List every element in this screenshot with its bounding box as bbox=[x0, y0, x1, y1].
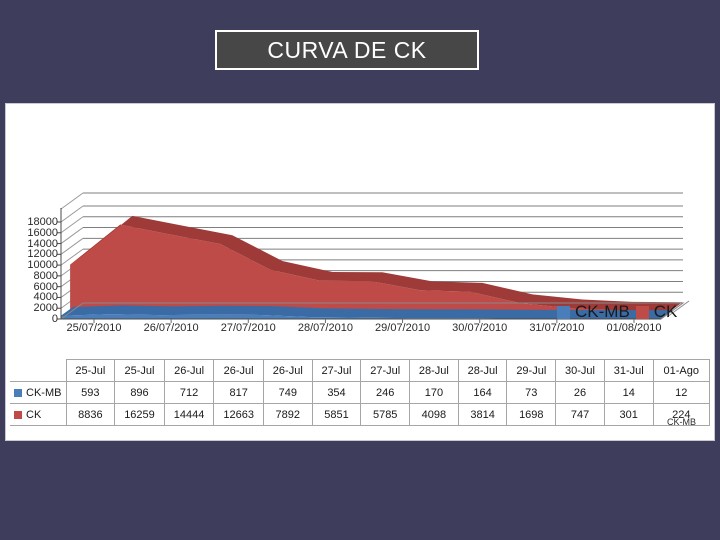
table-cell-ckmb: 749 bbox=[262, 381, 313, 404]
page-title: CURVA DE CK bbox=[267, 36, 427, 63]
table-cell-ckmb: 246 bbox=[360, 381, 411, 404]
table-cell-ck: 5785 bbox=[360, 403, 411, 426]
x-axis-tick-label: 28/07/2010 bbox=[297, 322, 353, 334]
chart-panel: 0 2000 4000 6000 8000 10000 12000 14000 16000 180… bbox=[5, 103, 715, 441]
legend-item-ck[interactable]: CK bbox=[635, 302, 678, 322]
y-axis-tick-label: 16000 bbox=[27, 226, 58, 239]
slide-title-box: CURVA DE CK bbox=[215, 30, 479, 70]
y-axis-tick-label: 0 bbox=[51, 313, 58, 325]
table-cell-ck: 14444 bbox=[163, 403, 215, 426]
y-axis-tick-label: 8000 bbox=[33, 269, 58, 282]
x-axis-tick-label: 30/07/2010 bbox=[452, 322, 508, 334]
x-axis-tick-label: 25/07/2010 bbox=[66, 322, 122, 334]
table-col-header: 01-Ago bbox=[652, 359, 711, 382]
table-col-header: 26-Jul bbox=[213, 359, 264, 382]
chart-plot-svg bbox=[57, 192, 690, 323]
table-swatch-ck bbox=[14, 410, 22, 419]
chart-data-table: 25-Jul 25-Jul 26-Jul 26-Jul 26-Jul 27-Jul 27-J… bbox=[10, 359, 711, 426]
table-cell-ck: 16259 bbox=[114, 403, 165, 426]
table-corner-cell bbox=[10, 360, 66, 382]
y-axis: 0 2000 4000 6000 8000 10000 12000 14000 16000 180… bbox=[6, 104, 58, 352]
table-col-header: 28-Jul bbox=[457, 359, 508, 382]
table-cell-ckmb: 12 bbox=[652, 381, 711, 404]
y-axis-tick-label: 18000 bbox=[27, 216, 58, 228]
table-cell-ck: 747 bbox=[555, 403, 605, 426]
x-axis: 25/07/2010 26/07/2010 27/07/2010 28/07/2010… bbox=[6, 322, 716, 346]
legend-label-ck: CK bbox=[653, 302, 678, 321]
x-axis-tick-label: 29/07/2010 bbox=[375, 322, 431, 334]
y-axis-tick-label: 2000 bbox=[33, 302, 58, 315]
table-rowlabel-ckmb: CK-MB bbox=[10, 381, 67, 404]
table-cell-ckmb: 14 bbox=[603, 381, 654, 404]
table-rowlabel-ck-text: CK bbox=[26, 408, 42, 421]
table-cell-ckmb: 354 bbox=[311, 381, 362, 404]
table-cell-ckmb: 712 bbox=[163, 381, 215, 404]
legend-swatch-ck bbox=[635, 305, 649, 319]
table-cell-ckmb: 164 bbox=[457, 381, 508, 404]
table-swatch-ckmb bbox=[14, 388, 22, 397]
table-col-header: 28-Jul bbox=[409, 359, 459, 382]
table-col-header: 27-Jul bbox=[311, 359, 362, 382]
table-col-header: 26-Jul bbox=[262, 359, 313, 382]
table-col-header: 29-Jul bbox=[506, 359, 557, 382]
table-cell-ck: 5851 bbox=[311, 403, 362, 426]
table-col-header: 25-Jul bbox=[65, 359, 116, 382]
table-cell-ckmb: 73 bbox=[506, 381, 557, 404]
table-cell-ckmb: 896 bbox=[114, 381, 165, 404]
table-cell-ckmb: 817 bbox=[213, 381, 264, 404]
table-cell-ck: 12663 bbox=[213, 403, 264, 426]
legend-label-ckmb: CK-MB bbox=[575, 302, 630, 321]
table-col-header: 26-Jul bbox=[163, 359, 215, 382]
table-rowlabel-ckmb-text: CK-MB bbox=[26, 386, 62, 399]
x-axis-tick-label: 27/07/2010 bbox=[220, 322, 276, 334]
table-col-header: 30-Jul bbox=[555, 359, 605, 382]
table-cell-ckmb: 26 bbox=[555, 381, 605, 404]
table-cell-ck: 4098 bbox=[409, 403, 459, 426]
y-axis-tick-label: 4000 bbox=[33, 291, 58, 304]
table-cell-ck: 1698 bbox=[506, 403, 557, 426]
table-col-header: 31-Jul bbox=[603, 359, 654, 382]
table-cell-ck: 7892 bbox=[262, 403, 313, 426]
table-row-ck: CK 8836 16259 14444 12663 7892 5851 5785 4098 38… bbox=[10, 403, 711, 426]
area-chart-3d: 0 2000 4000 6000 8000 10000 12000 14000 16000 180… bbox=[6, 104, 716, 427]
table-rowlabel-ck: CK bbox=[10, 403, 67, 426]
table-cell-ck: 224 bbox=[652, 403, 711, 426]
chart-legend: CK-MB CK bbox=[557, 302, 677, 322]
x-axis-tick-label: 01/08/2010 bbox=[606, 322, 662, 334]
legend-item-ckmb[interactable]: CK-MB bbox=[557, 302, 630, 322]
table-col-header: 25-Jul bbox=[114, 359, 165, 382]
table-header-row: 25-Jul 25-Jul 26-Jul 26-Jul 26-Jul 27-Jul 27-J… bbox=[10, 359, 711, 382]
y-axis-tick-label: 10000 bbox=[27, 259, 58, 272]
legend-swatch-ckmb bbox=[557, 305, 570, 319]
table-cell-ckmb: 593 bbox=[65, 381, 116, 404]
y-axis-tick-label: 6000 bbox=[33, 280, 58, 293]
y-axis-tick-label: 14000 bbox=[27, 237, 58, 250]
table-cell-ckmb: 170 bbox=[409, 381, 459, 404]
x-axis-tick-label: 31/07/2010 bbox=[529, 322, 585, 334]
y-axis-tick-label: 12000 bbox=[27, 248, 58, 261]
table-cell-ck: 3814 bbox=[457, 403, 508, 426]
x-axis-tick-label: 26/07/2010 bbox=[143, 322, 199, 334]
table-cell-ck: 301 bbox=[603, 403, 654, 426]
table-row-ckmb: CK-MB 593 896 712 817 749 354 246 170 164 73 26 14 1… bbox=[10, 381, 711, 404]
table-cell-ck: 8836 bbox=[65, 403, 116, 426]
table-col-header: 27-Jul bbox=[360, 359, 411, 382]
